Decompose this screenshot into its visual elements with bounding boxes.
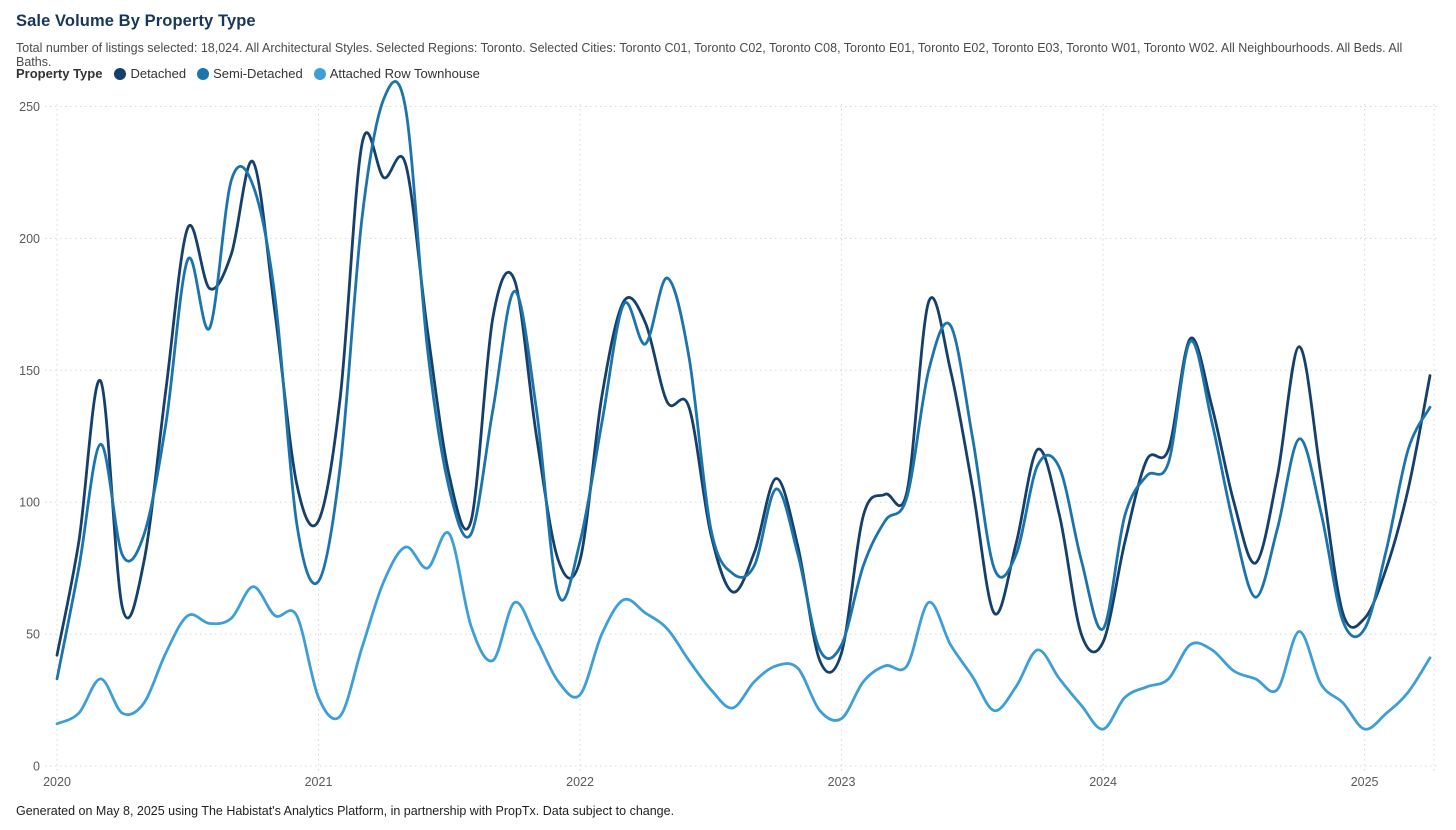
line-attached-row-townhouse (55, 531, 1432, 731)
chart-header: Sale Volume By Property Type Total numbe… (16, 12, 1440, 69)
x-tick-label: 2023 (828, 775, 856, 789)
legend-item-detached[interactable]: Detached (114, 66, 186, 81)
x-tick-label: 2024 (1089, 775, 1117, 789)
x-tick-label: 2025 (1351, 775, 1379, 789)
x-axis-labels: 2020 2021 2022 2023 2024 2025 (43, 775, 1378, 789)
legend-item-attached-row-townhouse[interactable]: Attached Row Townhouse (313, 66, 480, 81)
y-tick-label: 250 (19, 100, 40, 114)
y-tick-label: 50 (26, 628, 40, 642)
legend-item-label: Attached Row Townhouse (329, 66, 480, 81)
y-axis-labels: 0 50 100 150 200 250 (19, 100, 40, 774)
x-tick-label: 2021 (305, 775, 333, 789)
y-tick-label: 200 (19, 232, 40, 246)
legend-item-semi-detached[interactable]: Semi-Detached (197, 66, 303, 81)
legend-dot-detached-icon (114, 67, 127, 80)
y-tick-label: 0 (33, 760, 40, 774)
chart-subtitle: Total number of listings selected: 18,02… (16, 41, 1403, 69)
y-tick-label: 100 (19, 496, 40, 510)
page-title: Sale Volume By Property Type (16, 12, 256, 30)
x-tick-label: 2020 (43, 775, 71, 789)
legend-title: Property Type (16, 66, 103, 81)
legend-item-label: Detached (130, 66, 187, 81)
line-detached (55, 131, 1432, 674)
legend-dot-attached-row-townhouse-icon (313, 67, 326, 80)
legend-dot-semi-detached-icon (197, 67, 210, 80)
legend-item-label: Semi-Detached (213, 66, 303, 81)
y-tick-label: 150 (19, 364, 40, 378)
x-tick-label: 2022 (566, 775, 594, 789)
chart-legend: Property Type Detached Semi-Detached Att… (16, 66, 491, 81)
x-gridlines (56, 104, 1435, 772)
chart-footer: Generated on May 8, 2025 using The Habis… (16, 804, 675, 818)
line-semi-detached (55, 80, 1432, 681)
